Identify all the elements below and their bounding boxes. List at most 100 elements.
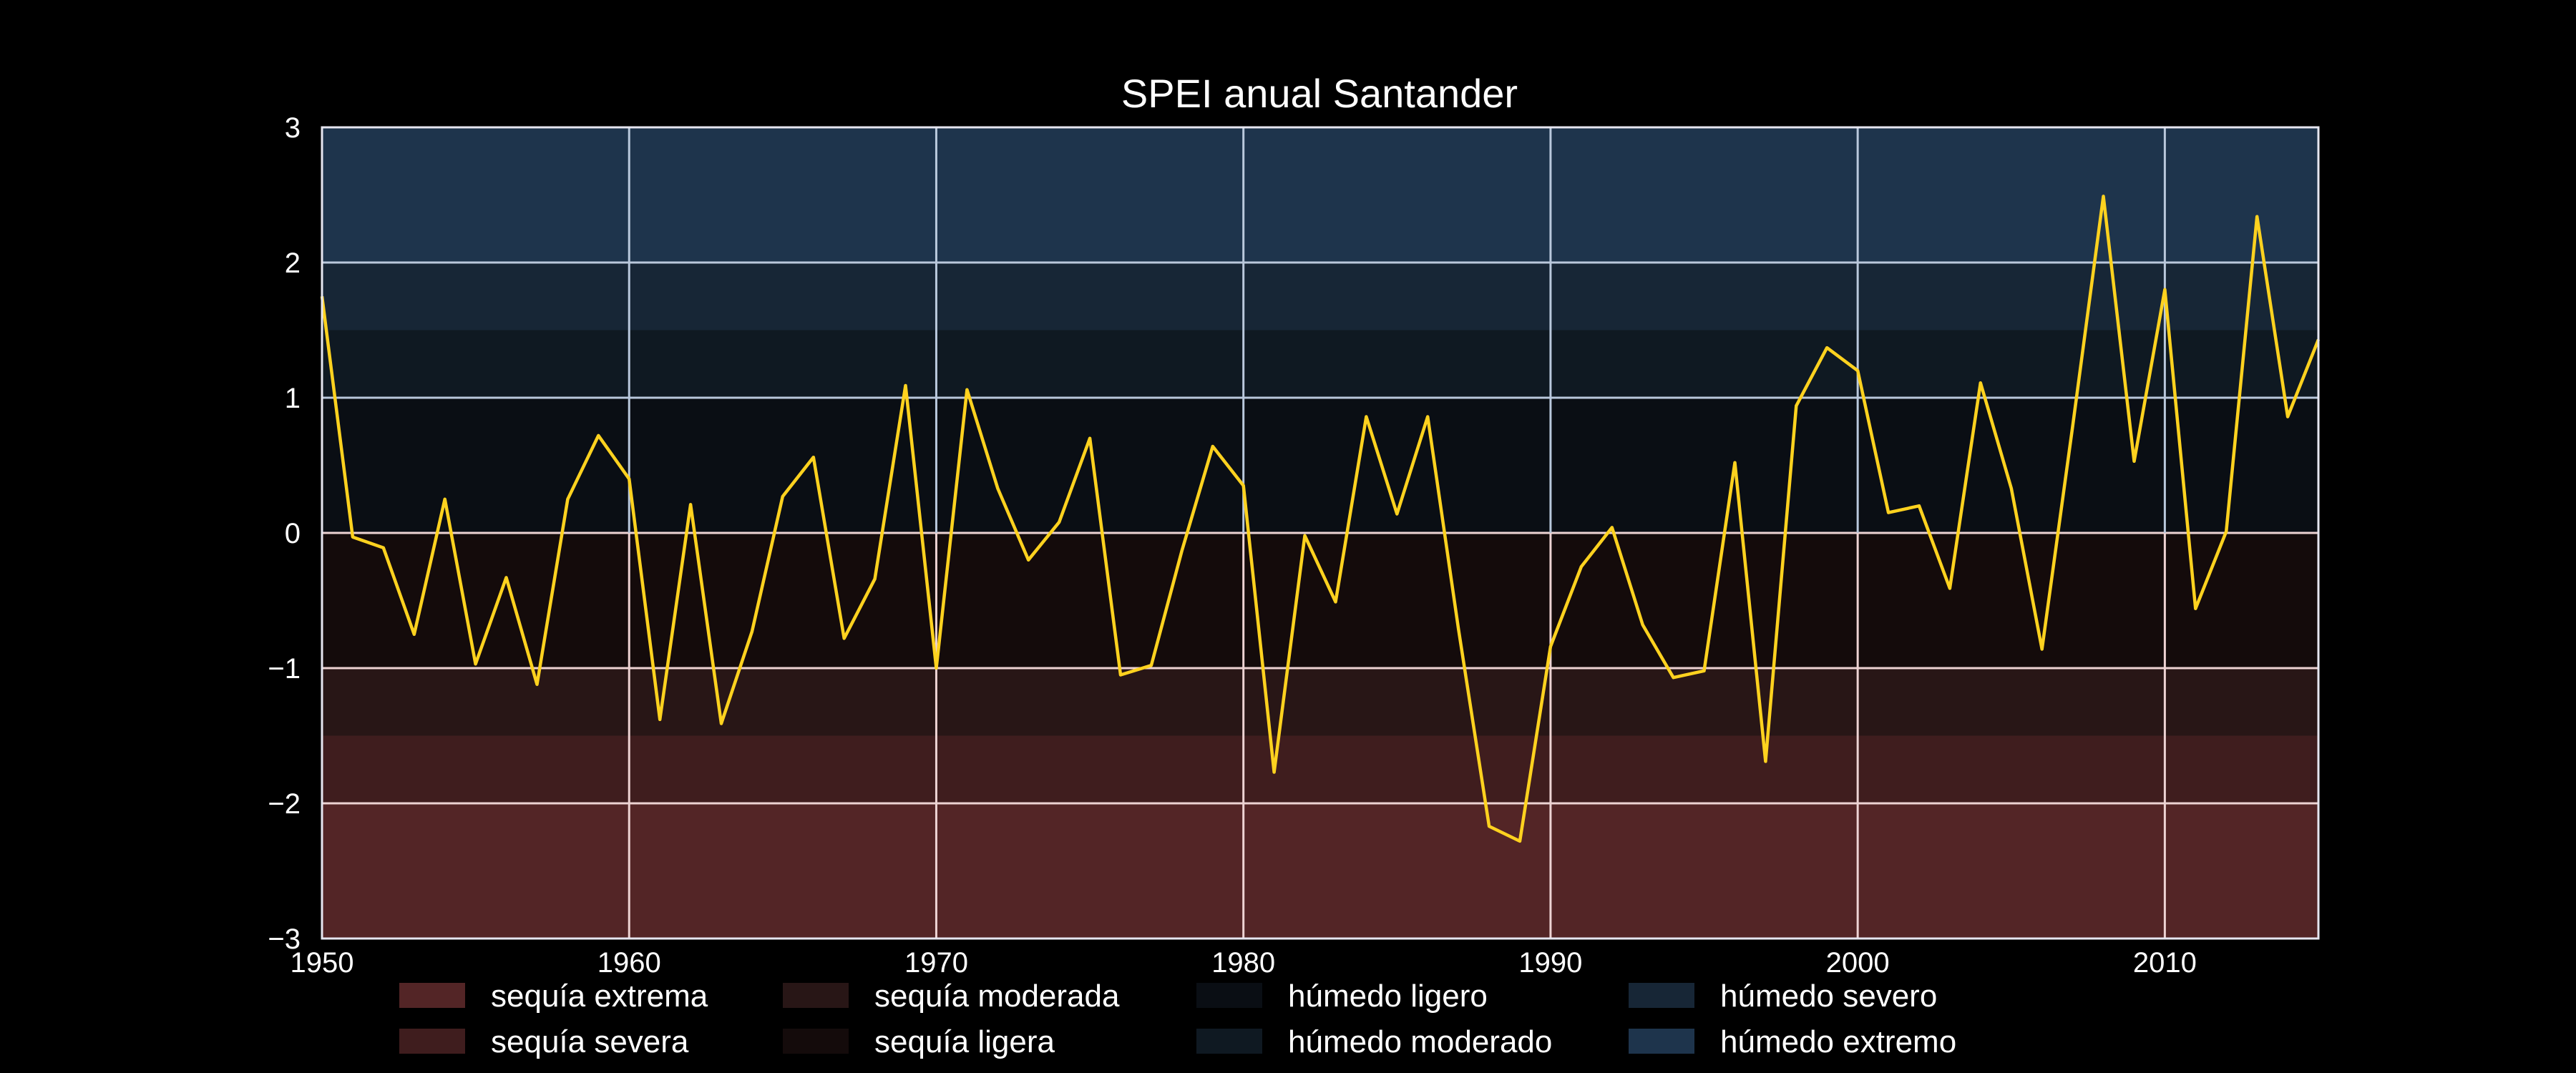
data-point xyxy=(567,498,569,500)
band-0 xyxy=(322,803,2318,939)
x-tick-label: 1950 xyxy=(291,947,354,979)
y-tick-label: 3 xyxy=(285,112,301,144)
band-5 xyxy=(322,330,2318,398)
data-point xyxy=(2225,531,2228,533)
data-point xyxy=(1150,665,1152,667)
data-point xyxy=(781,495,784,497)
data-point xyxy=(1304,534,1306,536)
data-point xyxy=(843,637,845,640)
legend-item: sequía ligera xyxy=(783,1024,1055,1059)
legend-swatch xyxy=(1629,1029,1694,1054)
band-2 xyxy=(322,668,2318,736)
band-3 xyxy=(322,533,2318,668)
data-point xyxy=(628,478,630,480)
band-7 xyxy=(322,127,2318,263)
band-6 xyxy=(322,263,2318,330)
data-point xyxy=(2072,425,2074,427)
y-tick-label: 1 xyxy=(285,383,301,414)
data-point xyxy=(1580,566,1582,568)
legend-label: sequía moderada xyxy=(874,979,1120,1014)
legend-swatch xyxy=(783,1029,849,1054)
data-point xyxy=(1488,825,1491,828)
data-point xyxy=(2010,487,2012,489)
legend-label: sequía severa xyxy=(491,1024,689,1059)
data-point xyxy=(1427,416,1429,418)
data-point xyxy=(1795,405,1797,407)
data-point xyxy=(2256,215,2258,217)
legend-label: húmedo severo xyxy=(1720,979,1937,1014)
data-point xyxy=(2102,195,2104,197)
data-point xyxy=(1765,760,1767,763)
data-point xyxy=(1028,559,1030,561)
data-point xyxy=(1888,511,1890,514)
legend-label: sequía ligera xyxy=(874,1024,1055,1059)
plot-frame xyxy=(321,126,2320,940)
data-point xyxy=(2195,607,2197,609)
legend-swatch xyxy=(1196,1029,1262,1054)
data-point xyxy=(1365,416,1367,418)
data-point xyxy=(751,630,753,632)
data-point xyxy=(659,718,661,720)
data-point xyxy=(1120,674,1122,676)
data-point xyxy=(1519,840,1521,842)
data-point xyxy=(1181,549,1183,552)
data-point xyxy=(1857,370,1859,372)
data-point xyxy=(1703,670,1705,672)
data-point xyxy=(413,633,415,635)
data-point xyxy=(505,577,507,579)
legend-item: húmedo extremo xyxy=(1629,1024,1956,1059)
data-point xyxy=(874,578,876,580)
legend-swatch xyxy=(1196,983,1262,1008)
legend-label: húmedo extremo xyxy=(1720,1024,1956,1059)
data-point xyxy=(1641,624,1644,626)
legend-label: húmedo ligero xyxy=(1288,979,1488,1014)
data-point xyxy=(1242,484,1244,486)
data-point xyxy=(1211,446,1214,448)
data-point xyxy=(966,388,968,391)
data-point xyxy=(1058,521,1060,523)
y-tick-label: −2 xyxy=(268,788,301,820)
data-point xyxy=(382,547,384,549)
data-point xyxy=(1826,347,1828,349)
data-point xyxy=(1918,505,1921,507)
x-tick-label: 1970 xyxy=(904,947,968,979)
data-point xyxy=(536,683,538,685)
legend-item: húmedo moderado xyxy=(1196,1024,1552,1059)
x-tick-label: 2000 xyxy=(1826,947,1890,979)
data-point xyxy=(1611,526,1613,529)
data-point xyxy=(1396,513,1398,515)
data-point xyxy=(1458,628,1460,630)
data-point xyxy=(2041,648,2043,650)
data-point xyxy=(1549,645,1551,647)
data-point xyxy=(1979,382,1981,384)
data-point xyxy=(351,536,353,538)
series-layer xyxy=(320,195,2321,843)
legend-swatch xyxy=(399,1029,465,1054)
data-point xyxy=(2287,416,2289,418)
data-point xyxy=(2164,288,2166,290)
data-point xyxy=(474,663,477,665)
x-tick-label: 1980 xyxy=(1211,947,1275,979)
legend-item: sequía extrema xyxy=(399,979,708,1014)
data-point xyxy=(1948,587,1951,589)
y-tick-label: −1 xyxy=(268,653,301,685)
legend-swatch xyxy=(399,983,465,1008)
data-point xyxy=(1335,601,1337,603)
data-point xyxy=(935,667,937,670)
data-point xyxy=(1089,437,1091,439)
legend-label: húmedo moderado xyxy=(1288,1024,1552,1059)
legend-item: sequía moderada xyxy=(783,979,1120,1014)
data-point xyxy=(597,434,600,436)
band-4 xyxy=(322,398,2318,533)
legend: sequía extrema sequía severa sequía modera… xyxy=(399,979,1956,1059)
legend-swatch xyxy=(1629,983,1694,1008)
data-point xyxy=(444,498,446,500)
band-layer xyxy=(322,127,2318,939)
data-point xyxy=(1734,461,1736,464)
data-point xyxy=(904,384,907,386)
legend-item: húmedo ligero xyxy=(1196,979,1488,1014)
legend-item: húmedo severo xyxy=(1629,979,1937,1014)
data-point xyxy=(1273,771,1275,773)
chart-title: SPEI anual Santander xyxy=(1121,71,1518,116)
